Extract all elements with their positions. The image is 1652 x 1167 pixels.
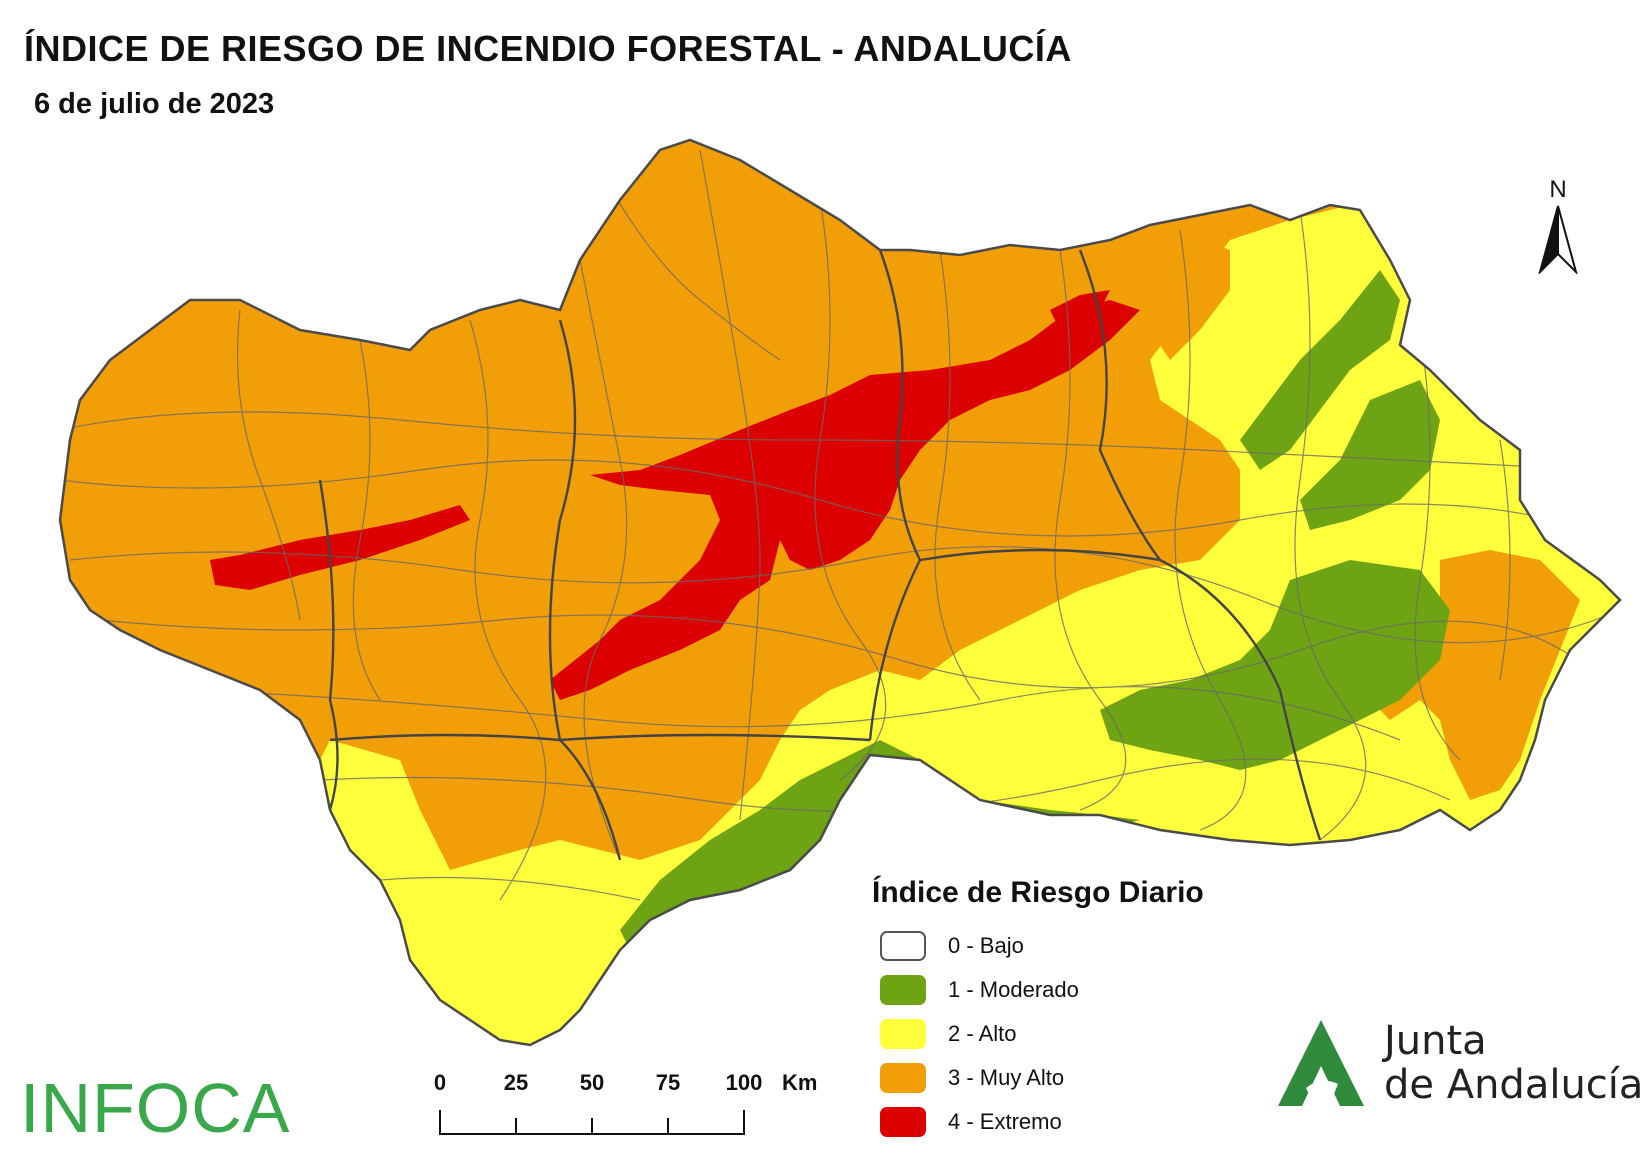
junta-text: Junta de Andalucía xyxy=(1384,1019,1643,1107)
junta-line1: Junta xyxy=(1384,1018,1487,1064)
north-arrow-icon xyxy=(1538,205,1578,276)
legend-swatch-extremo xyxy=(880,1107,926,1137)
province-boundaries xyxy=(318,249,1322,861)
risk-zone-extremo-northeast xyxy=(1050,290,1110,330)
legend-item-bajo: 0 - Bajo xyxy=(880,924,1204,968)
infoca-logo: INFOCA xyxy=(20,1069,291,1147)
risk-zone-moderado-east xyxy=(1300,380,1440,530)
legend-label-alto: 2 - Alto xyxy=(948,1021,1017,1046)
junta-line2: de Andalucía xyxy=(1384,1062,1644,1108)
legend-label-extremo: 4 - Extremo xyxy=(948,1109,1062,1134)
junta-emblem-icon xyxy=(1278,1020,1364,1106)
map-title: ÍNDICE DE RIESGO DE INCENDIO FORESTAL - … xyxy=(24,28,1072,69)
north-arrow: N xyxy=(1538,176,1578,279)
risk-zone-moderado-north xyxy=(1240,270,1400,470)
map-legend: Índice de Riesgo Diario 0 - Bajo 1 - Mod… xyxy=(872,876,1204,1144)
junta-andalucia-logo: Junta de Andalucía xyxy=(1276,1018,1643,1108)
legend-label-bajo: 0 - Bajo xyxy=(948,933,1024,958)
risk-zone-muyalto-northeast xyxy=(1150,240,1230,360)
scale-bar: 0 25 50 75 100 Km xyxy=(430,1070,830,1140)
legend-label-muy-alto: 3 - Muy Alto xyxy=(948,1065,1065,1090)
scale-tick-25: 25 xyxy=(503,1070,529,1095)
legend-label-moderado: 1 - Moderado xyxy=(948,977,1079,1002)
legend-swatch-moderado xyxy=(880,975,926,1005)
scale-tick-0: 0 xyxy=(433,1070,447,1095)
municipal-boundaries xyxy=(60,149,1620,901)
scale-tick-100: 100 xyxy=(725,1070,763,1095)
legend-item-extremo: 4 - Extremo xyxy=(880,1100,1204,1144)
scale-bar-line xyxy=(439,1110,745,1135)
legend-item-alto: 2 - Alto xyxy=(880,1012,1204,1056)
legend-item-muy-alto: 3 - Muy Alto xyxy=(880,1056,1204,1100)
legend-title: Índice de Riesgo Diario xyxy=(872,876,1204,909)
scale-tick-50: 50 xyxy=(579,1070,605,1095)
legend-swatch-muy-alto xyxy=(880,1063,926,1093)
scale-unit: Km xyxy=(782,1070,818,1095)
risk-zone-extremo-center xyxy=(550,300,1140,700)
north-label: N xyxy=(1549,176,1567,203)
legend-swatch-alto xyxy=(880,1019,926,1049)
map-date: 6 de julio de 2023 xyxy=(34,88,275,120)
risk-zone-extremo-west xyxy=(210,505,470,590)
risk-zone-muyalto-east xyxy=(1370,550,1580,800)
legend-item-moderado: 1 - Moderado xyxy=(880,968,1204,1012)
risk-zone-moderado-southeast xyxy=(1100,560,1450,770)
scale-tick-75: 75 xyxy=(655,1070,681,1095)
legend-swatch-bajo xyxy=(880,931,926,961)
